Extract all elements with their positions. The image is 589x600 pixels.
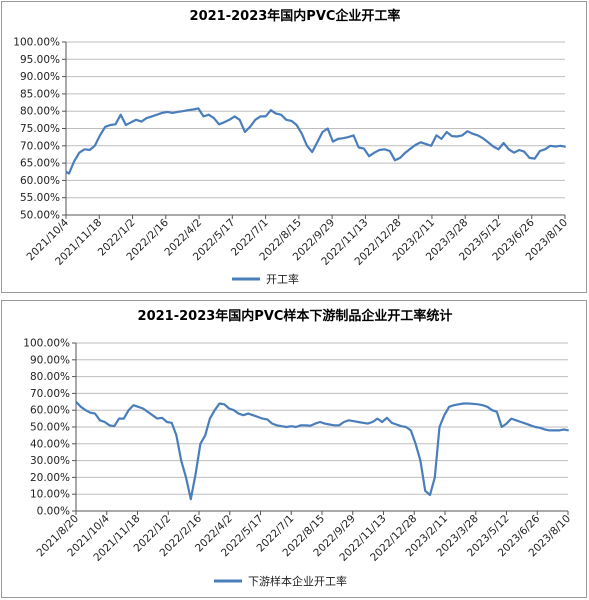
y-tick-label: 30.00% bbox=[30, 455, 70, 467]
y-tick-label: 90.00% bbox=[20, 71, 60, 83]
y-tick-label: 50.00% bbox=[30, 422, 70, 434]
y-tick-label: 70.00% bbox=[30, 388, 70, 400]
chart-title: 2021-2023年国内PVC企业开工率 bbox=[190, 8, 401, 24]
y-tick-label: 10.00% bbox=[30, 489, 70, 501]
chart-panel-top: 2021-2023年国内PVC企业开工率 100.00% 95.00% 90.00%… bbox=[1, 1, 587, 293]
y-tick-label: 40.00% bbox=[30, 438, 70, 450]
y-tick-label: 50.00% bbox=[20, 210, 60, 222]
y-tick-label: 80.00% bbox=[20, 106, 60, 118]
y-tick-label: 20.00% bbox=[30, 472, 70, 484]
legend-label: 开工率 bbox=[266, 272, 299, 286]
legend-label: 下游样本企业开工率 bbox=[248, 574, 347, 588]
y-tick-label: 100.00% bbox=[13, 37, 60, 49]
y-tick-label: 65.00% bbox=[20, 158, 60, 170]
y-tick-label: 100.00% bbox=[23, 338, 70, 350]
y-tick-label: 75.00% bbox=[20, 123, 60, 135]
chart-title: 2021-2023年国内PVC样本下游制品企业开工率统计 bbox=[138, 308, 453, 324]
y-tick-label: 85.00% bbox=[20, 88, 60, 100]
y-tick-label: 0.00% bbox=[37, 506, 70, 518]
y-tick-label: 55.00% bbox=[20, 192, 60, 204]
y-tick-label: 95.00% bbox=[20, 54, 60, 66]
chart-bottom: 2021-2023年国内PVC样本下游制品企业开工率统计 100.00% 90.0… bbox=[23, 308, 573, 588]
chart-panel-bottom: 2021-2023年国内PVC样本下游制品企业开工率统计 100.00% 90.0… bbox=[1, 300, 587, 598]
y-tick-label: 70.00% bbox=[20, 140, 60, 152]
y-tick-label: 90.00% bbox=[30, 354, 70, 366]
series-line bbox=[75, 401, 569, 501]
y-tick-label: 60.00% bbox=[30, 405, 70, 417]
y-tick-label: 80.00% bbox=[30, 371, 70, 383]
series-line bbox=[65, 107, 566, 175]
y-tick-label: 60.00% bbox=[20, 175, 60, 187]
chart-top: 2021-2023年国内PVC企业开工率 100.00% 95.00% 90.00%… bbox=[13, 8, 570, 286]
